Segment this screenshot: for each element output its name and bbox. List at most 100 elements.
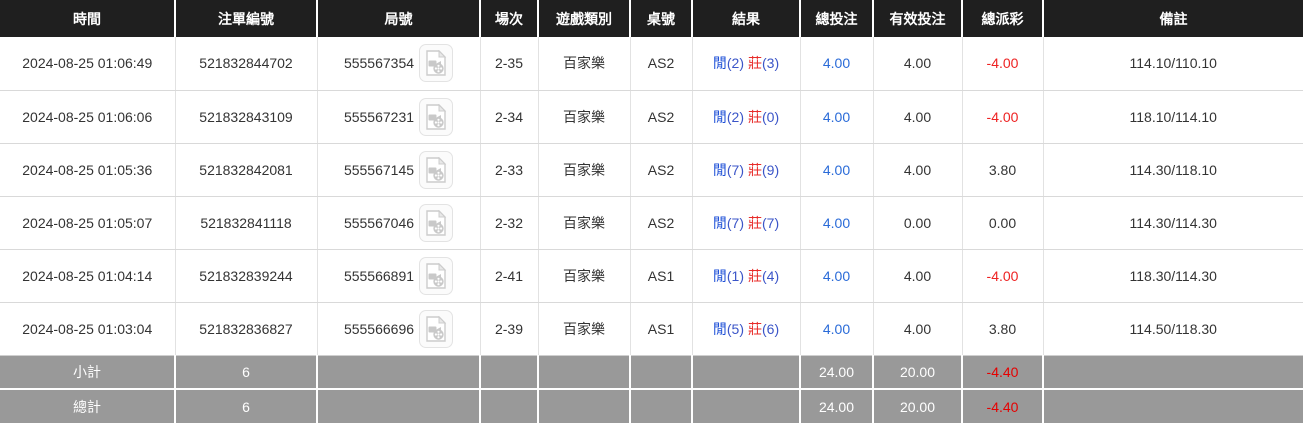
col-header-session: 場次 xyxy=(480,0,539,37)
cell-game-type: 百家樂 xyxy=(538,143,631,197)
cell-total-bet: 4.00 xyxy=(800,302,874,355)
summary-total-bet: 24.00 xyxy=(800,354,874,389)
cell-time: 2024-08-25 01:03:04 xyxy=(0,302,176,355)
cell-time: 2024-08-25 01:06:49 xyxy=(0,37,176,91)
cell-valid-bet: 4.00 xyxy=(873,37,963,91)
result-player-points: (7) xyxy=(726,161,744,178)
cell-payout: 3.80 xyxy=(962,143,1044,197)
summary-count: 6 xyxy=(175,388,318,423)
cell-bet-id: 521832836827 xyxy=(175,302,318,355)
summary-empty-round xyxy=(317,354,481,389)
result-banker-label: 莊 xyxy=(748,55,762,72)
summary-payout: -4.40 xyxy=(962,388,1044,423)
cell-total-bet: 4.00 xyxy=(800,249,874,303)
cell-valid-bet: 0.00 xyxy=(873,196,963,250)
table-row: 2024-08-25 01:06:06 521832843109 5555672… xyxy=(0,90,1303,144)
col-header-time: 時間 xyxy=(0,0,176,37)
summary-empty-round xyxy=(317,388,481,423)
summary-empty-game-type xyxy=(538,354,631,389)
video-replay-button[interactable] xyxy=(419,256,454,295)
result-player-label: 閒 xyxy=(712,161,727,178)
cell-game-type: 百家樂 xyxy=(538,196,631,250)
cell-remark: 114.50/118.30 xyxy=(1043,302,1303,355)
cell-time: 2024-08-25 01:04:14 xyxy=(0,249,176,303)
video-replay-button[interactable] xyxy=(419,97,454,136)
video-file-icon xyxy=(426,156,447,183)
cell-game-type: 百家樂 xyxy=(538,249,631,303)
cell-valid-bet: 4.00 xyxy=(873,249,963,303)
video-replay-button[interactable] xyxy=(419,309,454,348)
cell-time: 2024-08-25 01:06:06 xyxy=(0,90,176,144)
cell-result: 閒(7) 莊(9) xyxy=(692,143,801,197)
cell-total-bet: 4.00 xyxy=(800,90,874,144)
cell-total-bet: 4.00 xyxy=(800,143,874,197)
result-banker-points: (4) xyxy=(762,267,780,284)
cell-payout: -4.00 xyxy=(962,249,1044,303)
cell-round: 555567145 xyxy=(317,143,481,197)
cell-session: 2-33 xyxy=(480,143,539,197)
summary-row: 總計 6 24.00 20.00 -4.40 xyxy=(0,388,1303,423)
summary-empty-remark xyxy=(1043,388,1303,423)
round-number: 555567046 xyxy=(343,214,415,231)
col-header-bet-id: 注單編號 xyxy=(175,0,318,37)
result-player-label: 閒 xyxy=(712,320,727,337)
cell-session: 2-34 xyxy=(480,90,539,144)
summary-empty-result xyxy=(692,354,801,389)
video-file-icon xyxy=(426,103,447,130)
cell-valid-bet: 4.00 xyxy=(873,302,963,355)
cell-table-no: AS2 xyxy=(630,143,693,197)
video-replay-button[interactable] xyxy=(419,150,454,189)
cell-table-no: AS2 xyxy=(630,90,693,144)
cell-round: 555567231 xyxy=(317,90,481,144)
cell-round: 555567354 xyxy=(317,37,481,91)
col-header-remark: 備註 xyxy=(1043,0,1303,37)
round-number: 555567145 xyxy=(343,161,415,178)
summary-empty-game-type xyxy=(538,388,631,423)
summary-empty-table-no xyxy=(630,388,693,423)
cell-remark: 118.30/114.30 xyxy=(1043,249,1303,303)
video-replay-button[interactable] xyxy=(419,44,454,83)
round-number: 555566891 xyxy=(343,267,415,284)
cell-round: 555567046 xyxy=(317,196,481,250)
col-header-game-type: 遊戲類別 xyxy=(538,0,631,37)
result-banker-label: 莊 xyxy=(748,267,762,284)
cell-session: 2-39 xyxy=(480,302,539,355)
table-row: 2024-08-25 01:05:07 521832841118 5555670… xyxy=(0,196,1303,250)
video-file-icon xyxy=(426,209,447,236)
cell-total-bet: 4.00 xyxy=(800,37,874,91)
cell-payout: 3.80 xyxy=(962,302,1044,355)
table-row: 2024-08-25 01:04:14 521832839244 5555668… xyxy=(0,249,1303,303)
col-header-result: 結果 xyxy=(692,0,801,37)
table-row: 2024-08-25 01:05:36 521832842081 5555671… xyxy=(0,143,1303,197)
result-player-points: (2) xyxy=(726,108,744,125)
cell-session: 2-32 xyxy=(480,196,539,250)
cell-remark: 114.10/110.10 xyxy=(1043,37,1303,91)
video-replay-button[interactable] xyxy=(419,203,454,242)
col-header-total-bet: 總投注 xyxy=(800,0,874,37)
result-banker-label: 莊 xyxy=(748,108,762,125)
summary-row: 小計 6 24.00 20.00 -4.40 xyxy=(0,354,1303,389)
cell-bet-id: 521832844702 xyxy=(175,37,318,91)
summary-label: 總計 xyxy=(0,388,176,423)
cell-payout: 0.00 xyxy=(962,196,1044,250)
cell-total-bet: 4.00 xyxy=(800,196,874,250)
col-header-table-no: 桌號 xyxy=(630,0,693,37)
summary-payout: -4.40 xyxy=(962,354,1044,389)
round-number: 555567354 xyxy=(343,55,415,72)
video-file-icon xyxy=(426,50,447,76)
cell-game-type: 百家樂 xyxy=(538,90,631,144)
result-banker-label: 莊 xyxy=(748,214,762,231)
result-player-label: 閒 xyxy=(712,55,727,72)
cell-result: 閒(1) 莊(4) xyxy=(692,249,801,303)
result-banker-points: (7) xyxy=(762,214,780,231)
result-banker-points: (6) xyxy=(762,320,780,337)
summary-empty-table-no xyxy=(630,354,693,389)
cell-result: 閒(5) 莊(6) xyxy=(692,302,801,355)
cell-table-no: AS1 xyxy=(630,302,693,355)
summary-total-bet: 24.00 xyxy=(800,388,874,423)
cell-table-no: AS2 xyxy=(630,37,693,91)
cell-table-no: AS1 xyxy=(630,249,693,303)
cell-payout: -4.00 xyxy=(962,37,1044,91)
